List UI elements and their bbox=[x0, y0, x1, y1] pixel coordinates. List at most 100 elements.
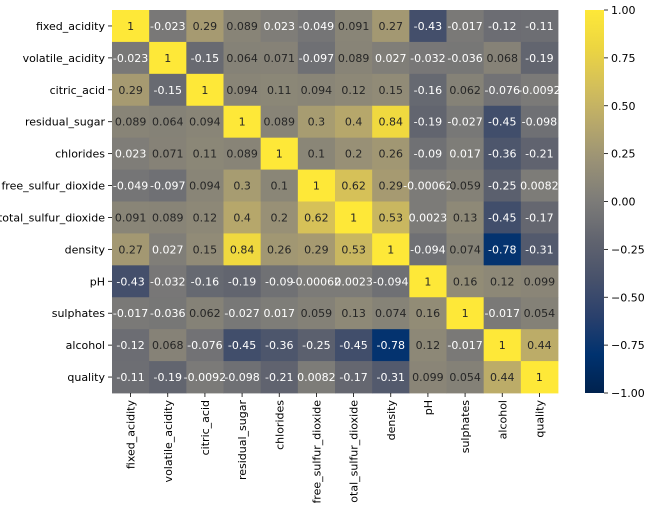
heatmap-cell-chlorides-sulphates bbox=[446, 137, 485, 170]
x-tick-label-citric_acid: citric_acid bbox=[199, 400, 212, 455]
heatmap-cell-pH-sulphates bbox=[446, 265, 485, 298]
cell-annotation-label: -0.31 bbox=[525, 243, 553, 256]
cell-annotation-label: 0.13 bbox=[453, 211, 478, 224]
cell-annotation-label: 0.12 bbox=[193, 211, 218, 224]
heatmap-cell-volatile_acidity-citric_acid bbox=[186, 41, 224, 75]
heatmap-cell-free_sulfur_dioxide-sulphates bbox=[446, 169, 485, 202]
cell-annotation-label: -0.023 bbox=[113, 52, 148, 65]
y-tick-label-quality: quality bbox=[67, 371, 105, 384]
heatmap-cell-density-alcohol bbox=[483, 233, 522, 266]
heatmap-cell-pH-volatile_acidity bbox=[149, 265, 187, 298]
cell-annotation-label: -0.098 bbox=[522, 116, 557, 129]
heatmap-cell-alcohol-free_sulfur_dioxide bbox=[297, 329, 336, 362]
cell-annotation-label: 0.099 bbox=[412, 371, 444, 384]
x-tick-labels: fixed_acidity volatile_acidity citric_acid… bbox=[125, 393, 546, 507]
cell-annotation-label: 0.12 bbox=[490, 275, 515, 288]
heatmap-cell-volatile_acidity-volatile_acidity bbox=[149, 41, 187, 75]
cell-annotation-label: 0.62 bbox=[304, 211, 329, 224]
heatmap-cell-density-density bbox=[372, 233, 410, 266]
cell-annotation-label: 1 bbox=[201, 84, 208, 97]
cell-annotation-label: -0.097 bbox=[150, 180, 185, 193]
heatmap-cell-citric_acid-alcohol bbox=[483, 73, 522, 107]
heatmap-cell-citric_acid-quality bbox=[520, 73, 559, 107]
heatmap-cell-volatile_acidity-free_sulfur_dioxide bbox=[297, 41, 336, 75]
x-tick-label-pH: pH bbox=[422, 400, 435, 415]
cell-annotation-label: 1 bbox=[127, 20, 134, 33]
cell-annotation-label: -0.017 bbox=[485, 307, 520, 320]
heatmap-cell-alcohol-citric_acid bbox=[186, 329, 224, 362]
cell-annotation-label: -0.097 bbox=[299, 52, 334, 65]
heatmap-cell-quality-residual_sugar bbox=[223, 361, 262, 394]
cell-annotation-label: 0.44 bbox=[490, 371, 515, 384]
cell-annotation-label: 1 bbox=[164, 52, 171, 65]
heatmap-cell-total_sulfur_dioxide-citric_acid bbox=[186, 201, 224, 234]
heatmap-cell-fixed_acidity-density bbox=[372, 10, 410, 43]
heatmap-cell-pH-citric_acid bbox=[186, 265, 224, 298]
x-tick-label-quality: quality bbox=[533, 400, 546, 438]
heatmap-cell-residual_sugar-quality bbox=[520, 105, 559, 139]
cell-annotation-label: 0.4 bbox=[233, 211, 251, 224]
heatmap-annotations: 1 -0.023 0.29 0.089 0.023 -0.049 0.091 0.27 -0.4… bbox=[113, 20, 561, 384]
heatmap-cell-total_sulfur_dioxide-volatile_acidity bbox=[149, 201, 187, 234]
cell-annotation-label: -0.11 bbox=[525, 20, 553, 33]
cell-annotation-label: -0.17 bbox=[525, 211, 553, 224]
heatmap-cell-density-free_sulfur_dioxide bbox=[297, 233, 336, 266]
heatmap-cell-alcohol-sulphates bbox=[446, 329, 485, 362]
heatmap-cell-alcohol-chlorides bbox=[260, 329, 299, 362]
heatmap-cell-alcohol-residual_sugar bbox=[223, 329, 262, 362]
heatmap-cell-sulphates-quality bbox=[520, 297, 559, 330]
heatmap-cell-free_sulfur_dioxide-pH bbox=[409, 169, 447, 202]
colorbar-tick-label: −0.75 bbox=[611, 339, 645, 352]
heatmap-cell-fixed_acidity-residual_sugar bbox=[223, 10, 262, 43]
cell-annotation-label: 0.27 bbox=[118, 243, 143, 256]
cell-annotation-label: 0.094 bbox=[189, 116, 221, 129]
cell-annotation-label: -0.19 bbox=[154, 371, 182, 384]
cell-annotation-label: 0.094 bbox=[301, 84, 333, 97]
heatmap-cell-fixed_acidity-pH bbox=[409, 10, 447, 43]
cell-annotation-label: 1 bbox=[462, 307, 469, 320]
cell-annotation-label: -0.21 bbox=[525, 148, 553, 161]
cell-annotation-label: -0.11 bbox=[116, 371, 144, 384]
heatmap-cell-citric_acid-pH bbox=[409, 73, 447, 107]
heatmap-cell-sulphates-pH bbox=[409, 297, 447, 330]
cell-annotation-label: -0.023 bbox=[150, 20, 185, 33]
cell-annotation-label: -0.19 bbox=[414, 116, 442, 129]
heatmap-cell-quality-alcohol bbox=[483, 361, 522, 394]
y-tick-label-fixed_acidity: fixed_acidity bbox=[36, 20, 106, 33]
cell-annotation-label: 0.094 bbox=[189, 180, 221, 193]
x-tick-label-sulphates: sulphates bbox=[459, 400, 472, 454]
heatmap-cell-citric_acid-residual_sugar bbox=[223, 73, 262, 107]
heatmap-cell-free_sulfur_dioxide-residual_sugar bbox=[223, 169, 262, 202]
heatmap-cell-pH-alcohol bbox=[483, 265, 522, 298]
cell-annotation-label: 1 bbox=[239, 116, 246, 129]
heatmap-cell-citric_acid-sulphates bbox=[446, 73, 485, 107]
heatmap-cell-density-total_sulfur_dioxide bbox=[335, 233, 373, 266]
x-tick-label-free_sulfur_dioxide: free_sulfur_dioxide bbox=[310, 400, 323, 503]
heatmap-cell-alcohol-pH bbox=[409, 329, 447, 362]
heatmap-cell-sulphates-chlorides bbox=[260, 297, 299, 330]
heatmap-cell-total_sulfur_dioxide-total_sulfur_dioxide bbox=[335, 201, 373, 234]
cell-annotation-label: -0.78 bbox=[377, 339, 405, 352]
cell-annotation-label: 0.017 bbox=[449, 148, 481, 161]
cell-annotation-label: -0.43 bbox=[116, 275, 144, 288]
cell-annotation-label: 0.027 bbox=[375, 52, 407, 65]
heatmap-cell-residual_sugar-sulphates bbox=[446, 105, 485, 139]
heatmap-cell-volatile_acidity-quality bbox=[520, 41, 559, 75]
heatmap-cell-fixed_acidity-free_sulfur_dioxide bbox=[297, 10, 336, 43]
colorbar-gradient-bar bbox=[585, 10, 604, 393]
cell-annotation-label: -0.032 bbox=[410, 52, 445, 65]
cell-annotation-label: 0.29 bbox=[379, 180, 404, 193]
colorbar-tick-label: −1.00 bbox=[611, 387, 645, 400]
heatmap-cell-sulphates-residual_sugar bbox=[223, 297, 262, 330]
cell-annotation-label: -0.45 bbox=[488, 116, 516, 129]
heatmap-cell-alcohol-quality bbox=[520, 329, 559, 362]
cell-annotation-label: -0.25 bbox=[488, 180, 516, 193]
heatmap-cell-chlorides-density bbox=[372, 137, 410, 170]
heatmap-cell-quality-citric_acid bbox=[186, 361, 224, 394]
cell-annotation-label: 0.11 bbox=[267, 84, 292, 97]
cell-annotation-label: 0.0082 bbox=[297, 371, 336, 384]
heatmap-cell-volatile_acidity-chlorides bbox=[260, 41, 299, 75]
cell-annotation-label: 1 bbox=[387, 243, 394, 256]
cell-annotation-label: 0.53 bbox=[379, 211, 404, 224]
